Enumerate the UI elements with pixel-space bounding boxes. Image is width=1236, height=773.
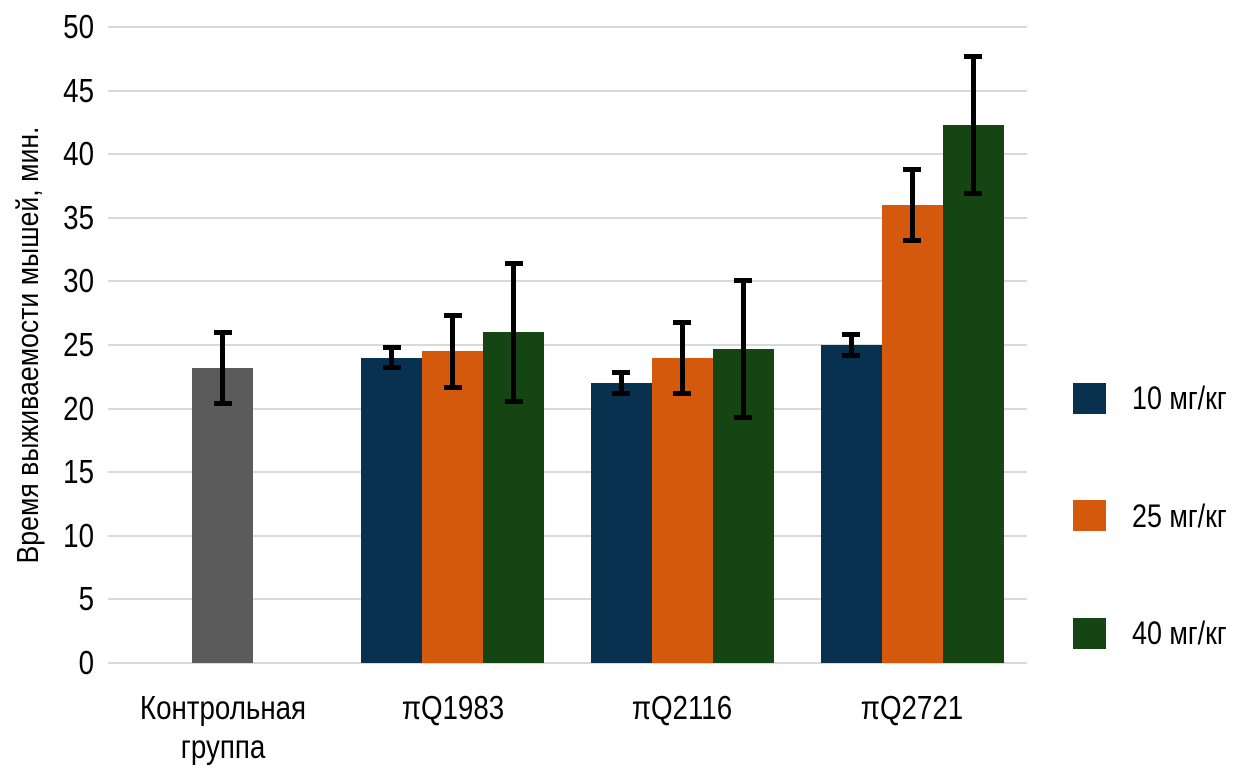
bar (942, 124, 1004, 663)
error-bar-cap-top (443, 313, 462, 319)
gridline (108, 26, 1027, 28)
y-tick-label: 10 (63, 516, 94, 554)
legend-swatch (1073, 382, 1106, 414)
error-bar-line (220, 329, 226, 407)
error-bar-cap-top (734, 277, 753, 283)
bar (192, 367, 254, 663)
category-label: πQ2116 (632, 689, 733, 726)
bar (590, 383, 652, 663)
bar (422, 351, 484, 663)
category-label: πQ1983 (401, 689, 504, 726)
bar (651, 357, 713, 663)
y-tick-label: 20 (63, 389, 94, 427)
error-bar-line (909, 166, 915, 244)
error-bar-line (450, 313, 456, 390)
gridline (108, 534, 1027, 537)
error-bar-cap-bottom (673, 390, 692, 396)
error-bar (964, 53, 983, 197)
error-bar-line (389, 345, 395, 371)
bar (820, 345, 882, 663)
error-bar-cap-top (213, 329, 232, 335)
y-tick-label: 40 (63, 135, 94, 173)
error-bar-cap-top (504, 261, 523, 267)
error-bar (504, 261, 523, 404)
error-bar (734, 277, 753, 421)
error-bar (903, 166, 922, 244)
error-bar-cap-top (382, 345, 401, 350)
error-bar-cap-top (612, 370, 631, 376)
error-bar (842, 332, 861, 358)
error-bar (443, 313, 462, 390)
y-tick-label: 30 (63, 262, 94, 300)
error-bar-cap-bottom (964, 191, 983, 197)
legend-swatch (1073, 500, 1106, 531)
error-bar (612, 370, 631, 396)
legend-swatch (1073, 617, 1106, 649)
gridline (108, 471, 1027, 474)
legend-label: 10 мг/кг (1132, 380, 1227, 416)
y-tick-label: 45 (63, 71, 94, 109)
error-bar-cap-bottom (213, 401, 232, 407)
gridline (108, 598, 1027, 601)
gridline (108, 216, 1027, 219)
bar (361, 357, 423, 663)
y-tick-label: 15 (63, 453, 94, 491)
y-tick-label: 50 (63, 8, 94, 45)
error-bar-cap-bottom (612, 390, 631, 396)
gridline (108, 407, 1027, 410)
gridline (108, 280, 1027, 283)
error-bar-cap-bottom (734, 415, 753, 421)
gridline (108, 153, 1027, 156)
gridline (108, 89, 1027, 92)
error-bar-line (970, 53, 976, 197)
error-bar-line (618, 370, 624, 396)
error-bar-cap-bottom (382, 365, 401, 371)
error-bar-cap-top (673, 319, 692, 325)
gridline (108, 344, 1027, 346)
error-bar (382, 345, 401, 371)
gridline (108, 662, 1027, 664)
error-bar-line (740, 277, 746, 421)
bar (881, 205, 943, 663)
legend-label: 40 мг/кг (1132, 615, 1227, 651)
category-label: πQ2721 (860, 689, 964, 726)
error-bar-line (679, 319, 685, 396)
y-tick-label: 35 (63, 198, 94, 236)
category-label: Контрольная группа (139, 689, 306, 765)
error-bar-cap-top (964, 53, 983, 59)
y-tick-label: 25 (63, 326, 94, 363)
legend-label: 25 мг/кг (1132, 497, 1227, 534)
error-bar-cap-top (842, 332, 861, 338)
error-bar-cap-bottom (903, 238, 922, 244)
error-bar (213, 329, 232, 407)
error-bar-cap-bottom (443, 384, 462, 390)
y-tick-label: 5 (78, 580, 94, 618)
y-tick-label: 0 (78, 644, 94, 681)
error-bar-line (511, 261, 517, 404)
error-bar-cap-bottom (842, 352, 861, 358)
error-bar-cap-top (903, 166, 922, 172)
error-bar-line (848, 332, 854, 358)
error-bar (673, 319, 692, 396)
error-bar-cap-bottom (504, 398, 523, 404)
